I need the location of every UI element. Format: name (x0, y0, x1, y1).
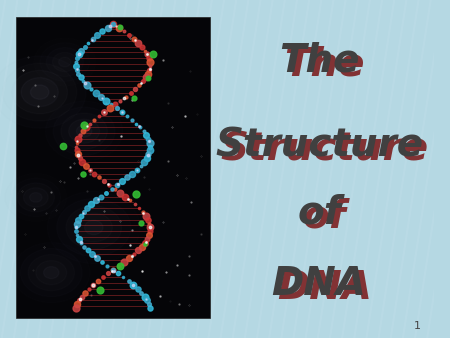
Text: The: The (279, 42, 360, 80)
Text: 1: 1 (414, 321, 421, 331)
Text: Structure: Structure (215, 126, 423, 164)
FancyBboxPatch shape (17, 17, 210, 318)
Text: DNA: DNA (277, 269, 372, 307)
Text: of: of (297, 194, 341, 232)
Text: of: of (302, 198, 346, 236)
Text: Structure: Structure (220, 130, 428, 168)
Text: The: The (284, 46, 364, 84)
Text: DNA: DNA (272, 265, 367, 303)
